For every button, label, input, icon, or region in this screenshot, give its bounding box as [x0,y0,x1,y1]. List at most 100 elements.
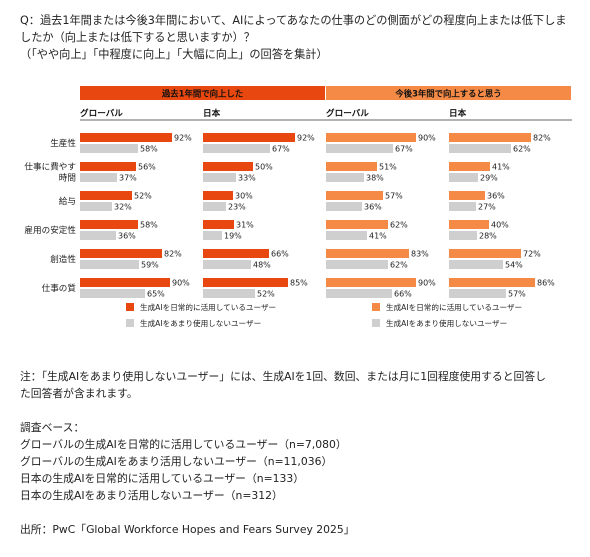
category-label-line: 時間 [59,173,76,184]
region-label: 日本 [449,107,467,119]
bar-value-label: 58% [140,221,158,230]
bar-value-label: 57% [508,290,526,299]
bar-value-label: 52% [134,192,152,201]
category-label-line: 雇用の安定性 [24,224,76,236]
bar-value-label: 33% [238,174,256,183]
bar-value-label: 58% [140,145,158,154]
bar-value-label: 36% [118,232,136,241]
bar-value-label: 66% [271,250,289,259]
bar-value-label: 90% [418,134,436,143]
bar-daily-user [449,162,490,171]
category-label: 給与 [59,195,76,207]
bar-daily-user [80,133,172,142]
bar-daily-user [449,249,521,258]
legend-label: 生成AIをあまり使用しないユーザー [386,318,507,328]
category-label-line: 給与 [59,195,76,207]
question-line-2: したか（向上または低下すると思いますか）？ [20,31,255,44]
bar-daily-user [203,220,234,229]
bar-daily-user [326,162,377,171]
category-label-line: 生産性 [50,137,76,149]
bar-value-label: 62% [513,145,531,154]
bar-rare-user [449,289,506,298]
category-label-line: 仕事に費やす [24,161,76,173]
legend-label: 生成AIを日常的に活用しているユーザー [386,302,522,312]
bar-rare-user [326,202,362,211]
bar-value-label: 92% [174,134,192,143]
period-header-label: 今後3年間で向上すると思う [394,89,501,99]
bar-value-label: 66% [394,290,412,299]
bar-value-label: 67% [272,145,290,154]
bar-rare-user [449,144,511,153]
legend-swatch [126,303,134,311]
bar-value-label: 92% [297,134,315,143]
bar-value-label: 57% [385,192,403,201]
bar-daily-user [80,278,170,287]
bar-value-label: 32% [114,203,132,212]
bar-value-label: 90% [172,279,190,288]
bar-value-label: 90% [418,279,436,288]
bar-rare-user [326,173,364,182]
bar-daily-user [203,191,233,200]
bar-daily-user [80,162,136,171]
bar-value-label: 48% [253,261,271,270]
bar-daily-user [203,133,295,142]
bar-rare-user [449,202,476,211]
category-label-line: 創造性 [50,253,76,265]
note-line-1: 注：「生成AIをあまり使用しないユーザー」には、生成AIを1回、数回、または月に… [20,370,546,383]
bar-value-label: 37% [119,174,137,183]
bar-rare-user [203,144,270,153]
bar-rare-user [203,289,255,298]
bar-rare-user [80,202,112,211]
bar-rare-user [326,260,388,269]
bar-value-label: 72% [523,250,541,259]
bar-daily-user [80,249,162,258]
bar-value-label: 40% [491,221,509,230]
category-label-line: 仕事の質 [42,282,77,294]
bar-daily-user [326,133,416,142]
bar-value-label: 36% [364,203,382,212]
base-line: 日本の生成AIを日常的に活用しているユーザー（n=133） [20,472,305,485]
bar-value-label: 41% [492,163,510,172]
base-line: 日本の生成AIをあまり活用しないユーザー（n=312） [20,489,283,502]
bar-daily-user [326,249,409,258]
category-label: 生産性 [50,137,76,149]
question-text: Q：過去1年間または今後3年間において、AIによってあなたの仕事のどの側面がどの… [20,12,580,63]
bar-value-label: 41% [369,232,387,241]
legend-swatch [126,319,134,327]
period-header [80,86,325,100]
bar-value-label: 83% [411,250,429,259]
bar-value-label: 51% [379,163,397,172]
bar-daily-user [326,220,388,229]
region-label: グローバル [326,107,369,119]
bar-value-label: 82% [164,250,182,259]
base-line: グローバルの生成AIを日常的に活用しているユーザー（n=7,080） [20,438,347,451]
legend-swatch [372,319,380,327]
bar-value-label: 23% [228,203,246,212]
category-label: 仕事に費やす時間 [24,161,76,184]
category-label: 創造性 [50,253,76,265]
legend-label: 生成AIをあまり使用しないユーザー [140,318,261,328]
bar-value-label: 28% [479,232,497,241]
bar-value-label: 59% [141,261,159,270]
bar-value-label: 27% [478,203,496,212]
period-header [326,86,571,100]
bar-daily-user [326,278,416,287]
bar-daily-user [80,220,138,229]
note-line-2: た回答者が含まれます。 [20,387,138,400]
bar-rare-user [80,173,117,182]
region-label: グローバル [80,107,123,119]
bar-rare-user [80,260,139,269]
bar-value-label: 19% [224,232,242,241]
bar-value-label: 86% [537,279,555,288]
notes: 注：「生成AIをあまり使用しないユーザー」には、生成AIを1回、数回、または月に… [20,368,580,538]
base-title: 調査ベース： [20,421,85,434]
bar-rare-user [203,173,236,182]
question-line-1: Q：過去1年間または今後3年間において、AIによってあなたの仕事のどの側面がどの… [20,14,567,27]
bar-daily-user [203,162,253,171]
base-line: グローバルの生成AIをあまり活用しないユーザー（n=11,036） [20,455,333,468]
bar-value-label: 82% [533,134,551,143]
bar-rare-user [203,231,222,240]
bar-rare-user [449,231,477,240]
bar-daily-user [326,191,383,200]
